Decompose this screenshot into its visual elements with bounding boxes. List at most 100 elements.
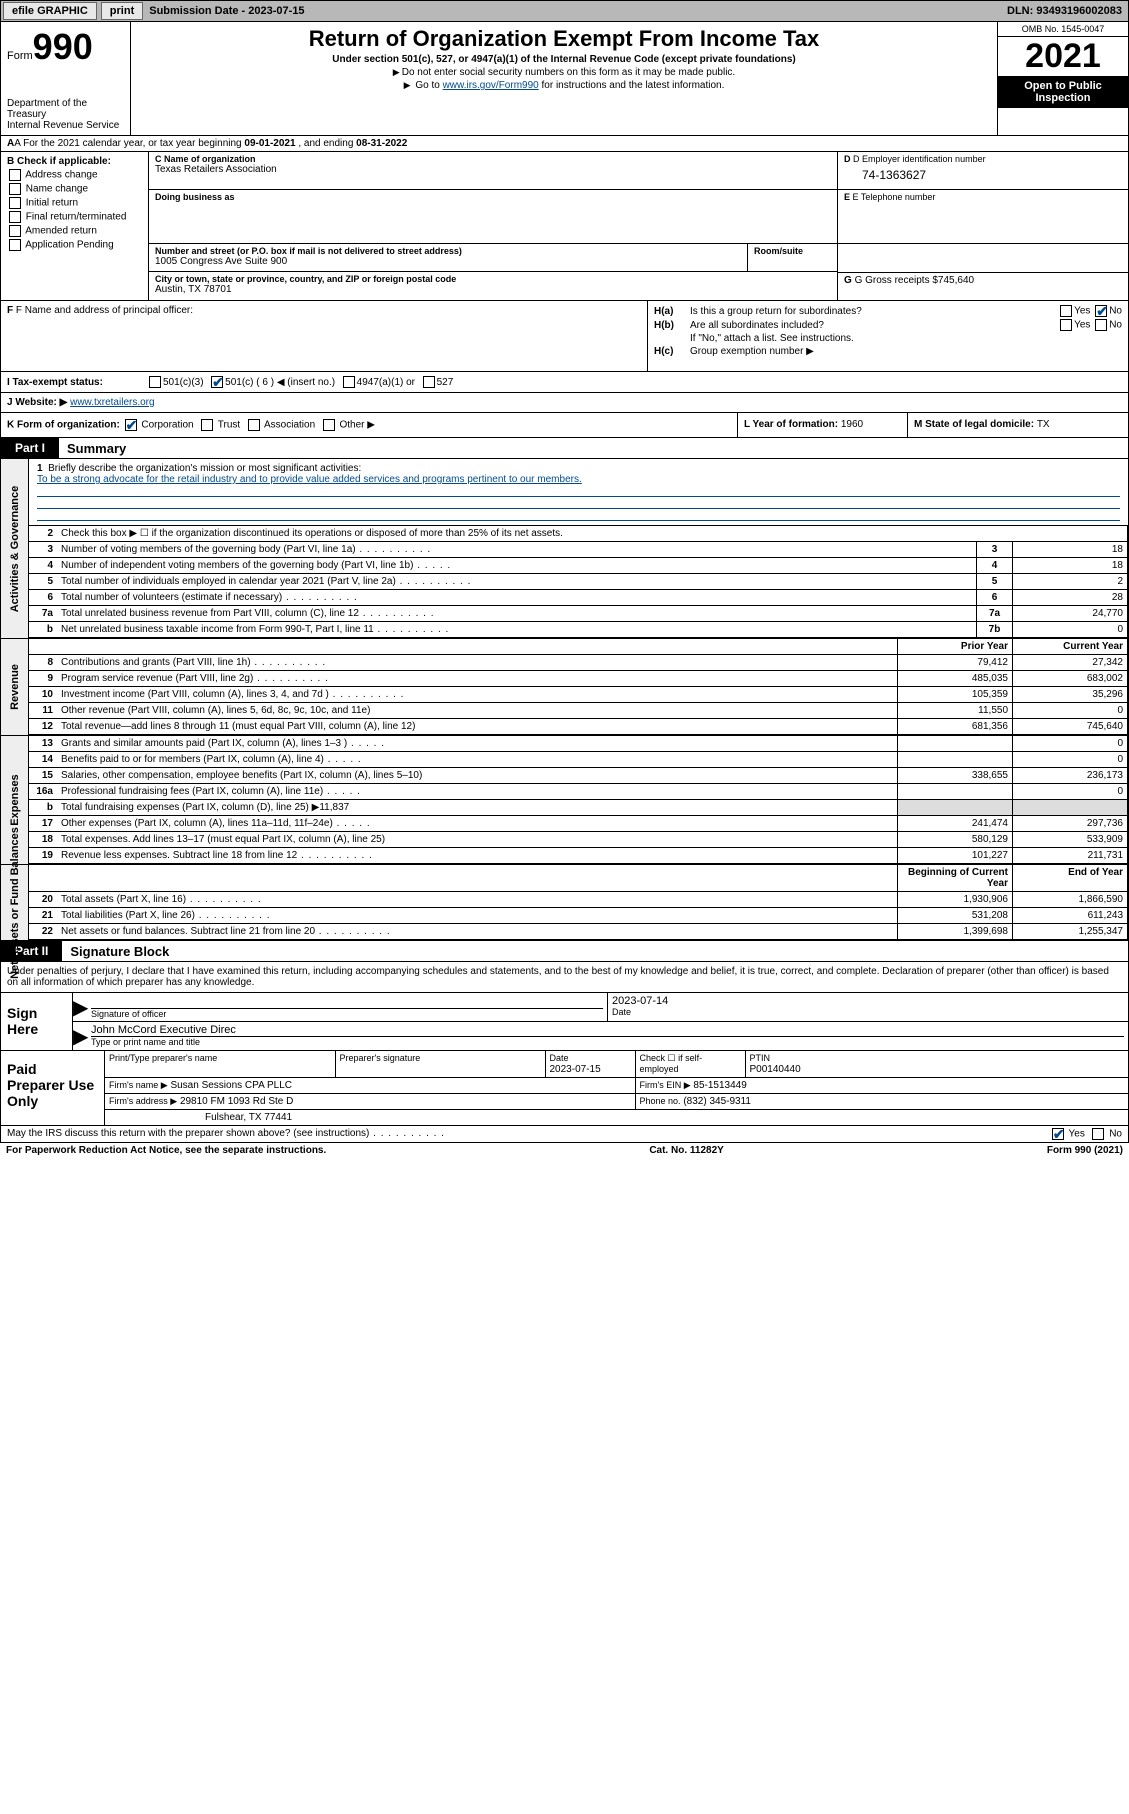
year-formation-value: 1960 (841, 419, 863, 430)
open-public-1: Open to Public (1024, 80, 1102, 92)
chk-address-change[interactable] (9, 169, 21, 181)
exp-16a-curr: 0 (1013, 784, 1128, 800)
gov-val-5: 2 (1013, 574, 1128, 590)
gov-line-4: Number of independent voting members of … (57, 558, 977, 574)
paid-preparer-label: Paid Preparer Use Only (1, 1051, 105, 1125)
box-l-year: L Year of formation: 1960 (738, 413, 908, 437)
gov-val-3: 18 (1013, 542, 1128, 558)
prep-sig-label: Preparer's signature (340, 1053, 421, 1063)
gov-line-7b: Net unrelated business taxable income fr… (57, 622, 977, 638)
exp-19-prior: 101,227 (898, 848, 1013, 864)
expenses-table: 13Grants and similar amounts paid (Part … (29, 736, 1128, 864)
prep-date-value: 2023-07-15 (550, 1064, 601, 1075)
exp-17-prior: 241,474 (898, 816, 1013, 832)
chk-527[interactable] (423, 376, 435, 388)
box-g-gross: G G Gross receipts $745,640 (838, 272, 1128, 300)
chk-4947[interactable] (343, 376, 355, 388)
gov-val-7b: 0 (1013, 622, 1128, 638)
dept-treasury: Department of the Treasury (7, 98, 124, 120)
opt-other: Other ▶ (339, 420, 374, 431)
lbl-amended-return: Amended return (25, 226, 97, 237)
rev-9-desc: Program service revenue (Part VIII, line… (57, 671, 898, 687)
chk-trust[interactable] (201, 419, 213, 431)
col-b-checkboxes: B Check if applicable: Address change Na… (1, 152, 149, 300)
officer-label: F Name and address of principal officer: (16, 305, 193, 316)
chk-name-change[interactable] (9, 183, 21, 195)
prep-selfemp-label: Check ☐ if self-employed (640, 1053, 703, 1074)
chk-corporation[interactable] (125, 419, 137, 431)
revenue-table: Prior YearCurrent Year 8Contributions an… (29, 639, 1128, 735)
gov-line-7a: Total unrelated business revenue from Pa… (57, 606, 977, 622)
chk-application-pending[interactable] (9, 239, 21, 251)
sign-here-label: Sign Here (1, 993, 73, 1050)
preparer-table: Print/Type preparer's name Preparer's si… (105, 1051, 1128, 1125)
chk-hb-no[interactable] (1095, 319, 1107, 331)
omb-number: OMB No. 1545-0047 (998, 22, 1128, 37)
signature-declaration: Under penalties of perjury, I declare th… (0, 962, 1129, 993)
box-c-org: C Name of organization Texas Retailers A… (149, 152, 838, 190)
chk-ha-yes[interactable] (1060, 305, 1072, 317)
part-1-header: Part I Summary (0, 438, 1129, 459)
exp-19-curr: 211,731 (1013, 848, 1128, 864)
net-21-end: 611,243 (1013, 908, 1128, 924)
h-a-text: Is this a group return for subordinates? (690, 306, 1058, 317)
chk-discuss-yes[interactable] (1052, 1128, 1064, 1140)
rev-11-desc: Other revenue (Part VIII, column (A), li… (57, 703, 898, 719)
lbl-initial-return: Initial return (26, 198, 78, 209)
prep-date-label: Date (550, 1053, 569, 1063)
box-m-state: M State of legal domicile: TX (908, 413, 1128, 437)
vtab-revenue-label: Revenue (9, 664, 21, 710)
print-button[interactable]: print (101, 2, 143, 20)
sign-here-block: Sign Here ▶ Signature of officer 2023-07… (0, 993, 1129, 1051)
hdr-beginning-year: Beginning of Current Year (898, 865, 1013, 892)
signature-date-label: Date (612, 1007, 1124, 1017)
website-link[interactable]: www.txretailers.org (70, 397, 154, 408)
row-j-website: J Website: ▶ www.txretailers.org (0, 393, 1129, 413)
exp-18-desc: Total expenses. Add lines 13–17 (must eq… (57, 832, 898, 848)
chk-discuss-no[interactable] (1092, 1128, 1104, 1140)
ha-yes: Yes (1074, 306, 1090, 317)
gross-label: G Gross receipts $ (855, 275, 938, 286)
tax-year-begin: 09-01-2021 (244, 138, 295, 149)
opt-association: Association (264, 420, 315, 431)
exp-19-desc: Revenue less expenses. Subtract line 18 … (57, 848, 898, 864)
tax-year: 2021 (998, 37, 1128, 76)
vtab-net-assets: Net Assets or Fund Balances (1, 865, 29, 940)
net-22-end: 1,255,347 (1013, 924, 1128, 940)
org-name-value: Texas Retailers Association (155, 164, 831, 175)
officer-signature-label: Signature of officer (91, 1009, 603, 1019)
chk-other[interactable] (323, 419, 335, 431)
goto-suffix: for instructions and the latest informat… (539, 80, 725, 91)
section-expenses: Expenses 13Grants and similar amounts pa… (0, 736, 1129, 865)
chk-amended-return[interactable] (9, 225, 21, 237)
irs-form990-link[interactable]: www.irs.gov/Form990 (443, 80, 539, 91)
chk-association[interactable] (248, 419, 260, 431)
section-net-assets: Net Assets or Fund Balances Beginning of… (0, 865, 1129, 941)
irs-label: Internal Revenue Service (7, 120, 124, 131)
form-org-label: K Form of organization: (7, 420, 120, 431)
chk-hb-yes[interactable] (1060, 319, 1072, 331)
rev-11-curr: 0 (1013, 703, 1128, 719)
gov-line-5: Total number of individuals employed in … (57, 574, 977, 590)
prep-name-label: Print/Type preparer's name (109, 1053, 217, 1063)
chk-final-return[interactable] (9, 211, 21, 223)
submission-date-label: Submission Date - 2023-07-15 (145, 5, 308, 17)
net-20-desc: Total assets (Part X, line 16) (57, 892, 898, 908)
mission-block: 1 Briefly describe the organization's mi… (29, 459, 1128, 526)
city-label: City or town, state or province, country… (155, 274, 831, 284)
submission-date-prefix: Submission Date - (149, 5, 248, 17)
form-title: Return of Organization Exempt From Incom… (139, 26, 989, 52)
chk-501c[interactable] (211, 376, 223, 388)
street-value: 1005 Congress Ave Suite 900 (155, 256, 741, 267)
chk-ha-no[interactable] (1095, 305, 1107, 317)
rev-8-desc: Contributions and grants (Part VIII, lin… (57, 655, 898, 671)
lbl-address-change: Address change (25, 170, 97, 181)
header-right: OMB No. 1545-0047 2021 Open to Public In… (998, 22, 1128, 135)
footer-may-discuss: May the IRS discuss this return with the… (0, 1126, 1129, 1143)
gov-val-7a: 24,770 (1013, 606, 1128, 622)
chk-501c3[interactable] (149, 376, 161, 388)
chk-initial-return[interactable] (9, 197, 21, 209)
h-b-lbl: H(b) (654, 320, 690, 331)
firm-name-value: Susan Sessions CPA PLLC (170, 1080, 292, 1091)
gov-line-3: Number of voting members of the governin… (57, 542, 977, 558)
